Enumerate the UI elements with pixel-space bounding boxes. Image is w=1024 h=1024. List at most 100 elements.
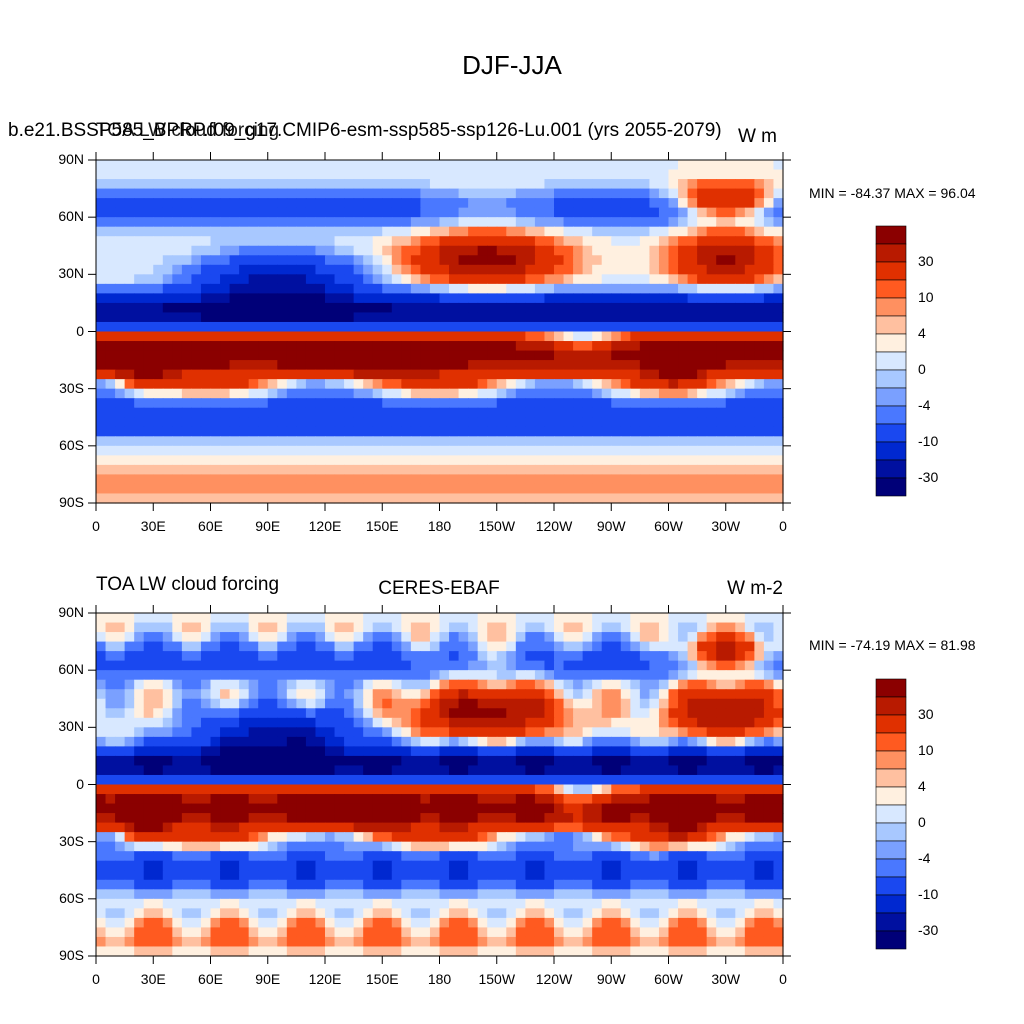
field-cell [582,160,593,171]
field-cell [496,245,507,256]
field-cell [563,360,574,371]
field-cell [449,350,460,361]
field-cell [649,813,660,824]
field-cell [763,870,775,881]
field-cell [573,632,584,643]
field-cell [305,832,317,843]
field-cell [420,784,431,795]
field-cell [134,613,145,624]
field-cell [506,274,517,285]
field-cell [544,794,555,805]
field-cell [468,360,479,371]
y-tick-label: 90S [59,947,84,963]
field-cell [611,736,622,747]
field-cell [372,426,383,437]
field-cell [153,870,164,881]
field-cell [143,908,154,919]
field-cell [334,641,345,652]
field-cell [153,679,164,690]
field-cell [277,860,288,871]
field-cell [210,360,221,371]
field-cell [563,417,574,428]
field-cell [725,613,736,624]
field-cell [258,679,269,690]
field-cell [582,889,593,900]
field-cell [687,813,698,824]
field-cell [134,898,145,909]
field-cell [286,746,297,757]
field-cell [573,341,584,352]
field-cell [200,474,212,485]
field-cell [420,407,431,418]
field-cell [725,255,736,266]
field-cell [344,879,355,890]
field-cell [668,651,679,662]
field-cell [277,388,288,399]
field-cell [468,464,479,476]
field-cell [725,832,736,843]
field-cell [391,207,402,218]
field-cell [525,765,536,776]
field-cell [382,160,393,171]
field-cell [162,651,173,662]
field-cell [658,736,670,747]
field-cell [143,331,154,342]
field-cell [668,426,679,437]
field-cell [754,813,765,824]
field-cell [325,689,336,700]
field-cell [678,622,689,633]
field-cell [229,765,240,776]
field-cell [315,388,326,399]
field-cell [181,851,193,862]
field-cell [96,369,107,380]
field-cell [477,302,488,314]
field-cell [678,217,689,228]
field-cell [296,898,307,909]
field-cell [153,641,164,652]
field-cell [573,746,584,757]
field-cell [382,794,393,805]
field-cell [601,360,612,371]
field-cell [248,198,259,209]
field-cell [763,679,775,690]
field-cell [210,841,221,852]
field-cell [296,794,307,805]
field-cell [96,445,107,456]
field-cell [477,264,488,275]
field-cell [639,188,651,199]
field-cell [153,302,164,314]
field-cell [515,398,526,409]
field-cell [744,670,755,681]
field-cell [258,198,269,209]
field-cell [754,860,765,871]
field-cell [210,341,221,352]
field-cell [687,379,698,390]
field-cell [248,293,259,304]
field-cell [134,264,145,275]
field-cell [143,870,154,881]
field-cell [115,879,126,890]
field-cell [286,179,297,190]
field-cell [668,302,679,314]
field-cell [296,746,307,757]
field-cell [229,341,240,352]
field-cell [468,236,479,247]
field-cell [449,727,460,738]
field-cell [658,851,670,862]
field-cell [172,622,183,633]
field-cell [153,803,164,814]
field-cell [773,679,784,690]
field-cell [124,455,135,466]
field-cell [143,613,154,624]
field-cell [525,889,536,900]
field-cell [334,445,345,456]
field-cell [286,312,297,323]
field-cell [344,426,355,437]
field-cell [468,302,479,314]
field-cell [468,794,479,805]
field-cell [267,255,278,266]
field-cell [678,188,689,199]
field-cell [220,651,231,662]
field-cell [315,851,326,862]
field-cell [477,879,488,890]
